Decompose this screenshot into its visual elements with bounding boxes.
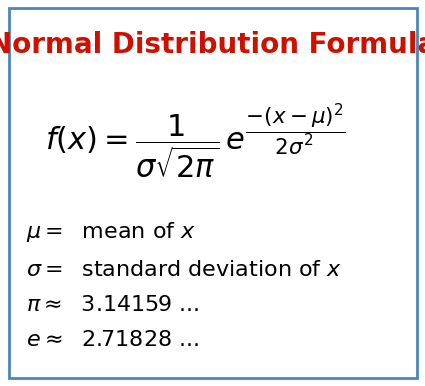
Text: $\mu = $  mean of $x$: $\mu = $ mean of $x$ [26, 220, 196, 244]
Text: $f(x) = \dfrac{1}{\sigma\sqrt{2\pi}}\, e^{\dfrac{-(x-\mu)^2}{2\sigma^2}}$: $f(x) = \dfrac{1}{\sigma\sqrt{2\pi}}\, e… [45, 101, 346, 181]
Text: $\pi \approx$  3.14159 ...: $\pi \approx$ 3.14159 ... [26, 295, 199, 315]
Text: $e \approx$  2.71828 ...: $e \approx$ 2.71828 ... [26, 330, 199, 350]
Text: Normal Distribution Formula: Normal Distribution Formula [0, 31, 425, 59]
Text: $\sigma = $  standard deviation of $x$: $\sigma = $ standard deviation of $x$ [26, 260, 342, 280]
FancyBboxPatch shape [8, 8, 416, 378]
